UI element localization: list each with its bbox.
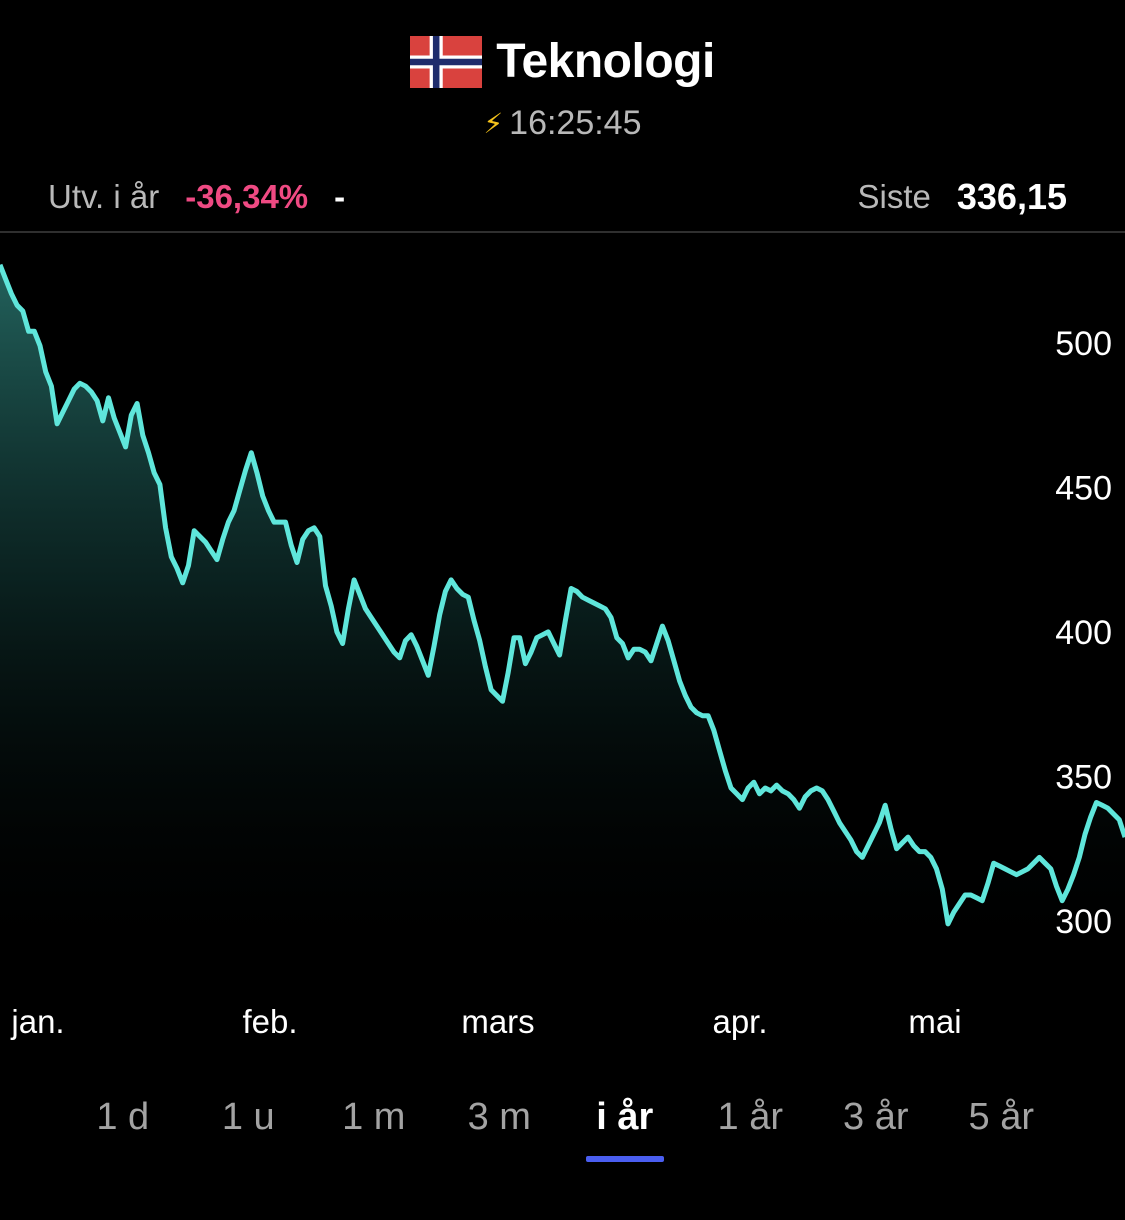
last-value: 336,15 xyxy=(956,176,1067,217)
tab-3-år[interactable]: 3 år xyxy=(843,1096,909,1138)
chart-series-line xyxy=(0,263,1125,927)
y-tick-label: 500 xyxy=(1055,325,1112,363)
ytd-change: -36,34% xyxy=(185,178,309,215)
x-axis-label: mars xyxy=(461,1003,534,1040)
tab-3-m[interactable]: 3 m xyxy=(467,1096,531,1138)
tab-1-m[interactable]: 1 m xyxy=(342,1096,406,1138)
stats-row: Utv. i år -36,34% - Siste 336,15 xyxy=(48,172,1067,222)
tab-5-år[interactable]: 5 år xyxy=(968,1096,1034,1138)
separator-dash: - xyxy=(334,178,346,215)
last-label: Siste xyxy=(857,178,931,215)
tab-1-d[interactable]: 1 d xyxy=(96,1096,150,1138)
header: Teknologi ⚡ 16:25:45 Utv. i år -36,34% -… xyxy=(0,0,1125,233)
chart-area-fill xyxy=(0,264,1125,973)
lightning-icon: ⚡ xyxy=(483,108,504,139)
y-tick-label: 450 xyxy=(1055,469,1112,507)
x-axis-label: feb. xyxy=(242,1003,297,1040)
x-axis-label: jan. xyxy=(10,1003,64,1040)
ytd-label: Utv. i år xyxy=(48,178,160,215)
norway-flag-icon xyxy=(410,35,483,88)
tab-1-år[interactable]: 1 år xyxy=(717,1096,783,1138)
price-chart[interactable]: 500 450 400 350 300 jan. feb. mars apr. mai xyxy=(0,233,1125,1073)
page-title: Teknologi xyxy=(496,35,715,88)
y-tick-label: 300 xyxy=(1055,903,1112,941)
y-tick-label: 400 xyxy=(1055,614,1112,652)
x-axis-label: mai xyxy=(908,1003,961,1040)
tab-i-år[interactable]: i år xyxy=(562,1090,688,1170)
period-tabs: 1 d 1 u 1 m 3 m i år 1 år 3 år 5 år xyxy=(60,1090,1064,1170)
divider xyxy=(0,231,1125,233)
time-value: 16:25:45 xyxy=(509,104,642,142)
x-axis-label: apr. xyxy=(712,1003,767,1040)
tab-1-u[interactable]: 1 u xyxy=(221,1096,275,1138)
title-row: Teknologi xyxy=(0,34,1125,89)
chart-svg[interactable]: 500 450 400 350 300 jan. feb. mars apr. mai xyxy=(0,233,1125,1073)
y-tick-label: 350 xyxy=(1055,758,1112,796)
update-time: ⚡ 16:25:45 xyxy=(0,104,1125,143)
